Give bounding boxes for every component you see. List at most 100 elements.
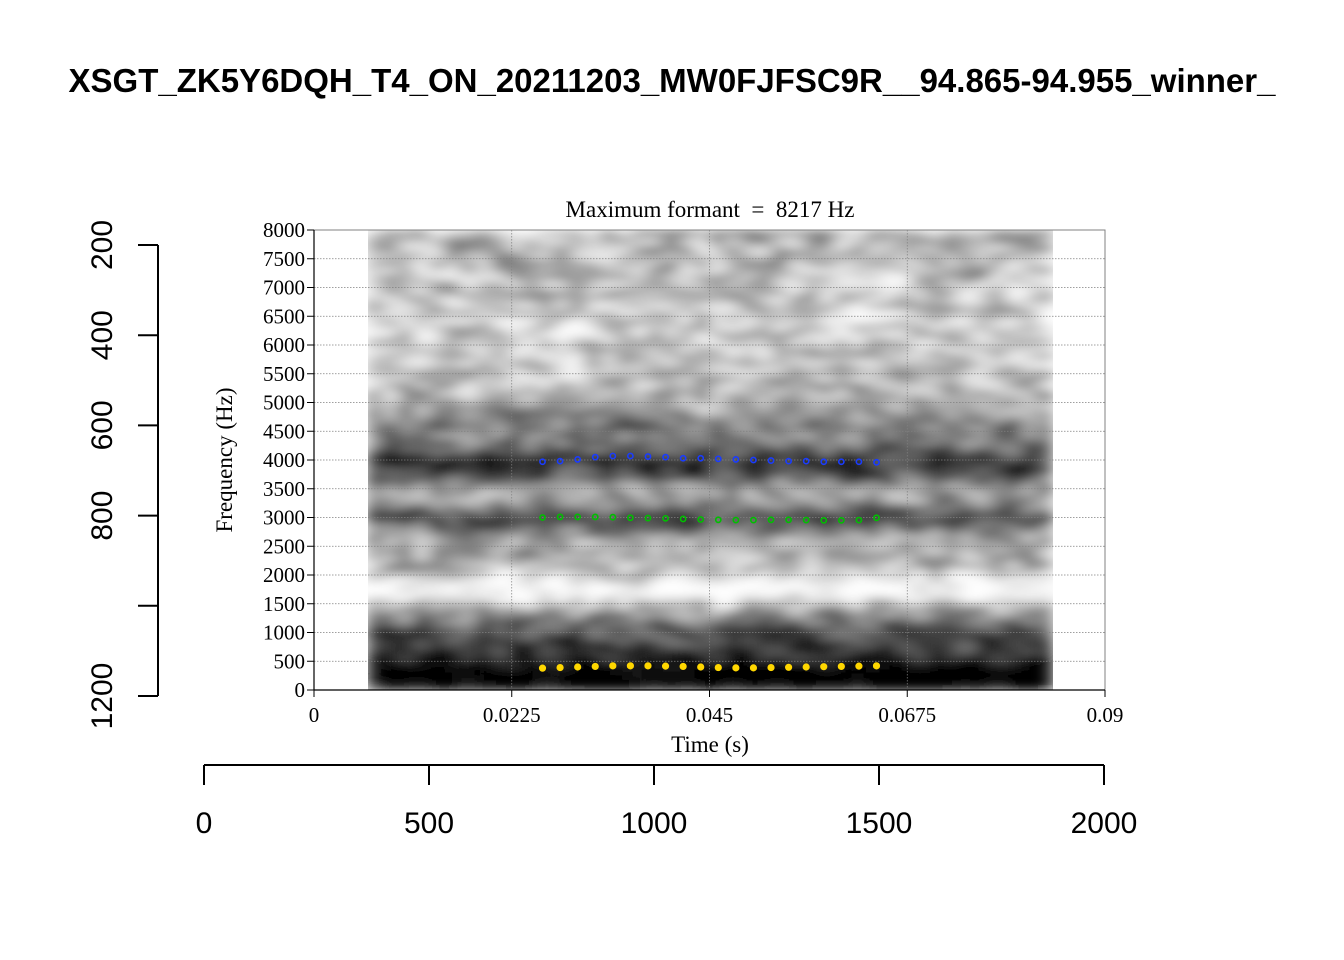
spectrogram-cell — [771, 460, 789, 468]
spectrogram-cell — [444, 582, 462, 591]
spectrogram-cell — [740, 438, 758, 447]
formant-point — [556, 663, 564, 672]
spectrogram-cell — [849, 546, 867, 555]
spectrogram-cell — [943, 380, 960, 389]
spectrogram-cell — [584, 639, 602, 648]
spectrogram-cell — [522, 567, 539, 576]
spectrogram-cell — [584, 287, 602, 296]
spectrogram-cell — [662, 409, 680, 418]
spectrogram-cell — [491, 416, 508, 425]
spectrogram-cell — [880, 510, 898, 519]
spectrogram-cell — [880, 366, 898, 375]
spectrogram-cell — [709, 366, 726, 375]
spectrogram-cell — [413, 359, 430, 368]
spectrogram-cell — [740, 553, 758, 562]
spectrogram-cell — [787, 388, 804, 397]
spectrogram-cell — [865, 531, 882, 540]
formant-point — [574, 456, 582, 463]
spectrogram-cell — [444, 395, 462, 404]
spectrogram-cell — [397, 467, 415, 476]
spectrogram-cell — [974, 323, 991, 332]
spectrogram-cell — [756, 409, 773, 418]
spectrogram-cell — [584, 352, 602, 361]
spectrogram-cell — [600, 632, 617, 641]
spectrogram-cell — [600, 373, 617, 382]
spectrogram-cell — [787, 646, 804, 655]
spectrogram-cell — [600, 366, 617, 375]
spectrogram-cell — [709, 359, 726, 368]
spectrogram-cell — [460, 416, 477, 425]
spectrogram-cell — [943, 366, 960, 375]
spectrogram-cell — [491, 517, 508, 526]
spectrogram-cell — [475, 503, 493, 512]
spectrogram-cell — [709, 402, 726, 411]
spectrogram-cell — [631, 567, 648, 576]
x-tick-label: 0.0675 — [878, 703, 936, 727]
spectrogram-cell — [725, 539, 742, 548]
spectrogram-cell — [616, 330, 633, 339]
spectrogram-cell — [678, 675, 695, 684]
spectrogram-cell — [662, 345, 680, 353]
formant-point — [732, 664, 740, 672]
spectrogram-cell — [475, 258, 493, 267]
spectrogram-cell — [725, 503, 742, 512]
spectrogram-cell — [553, 258, 571, 267]
spectrogram-cell — [989, 510, 1007, 519]
spectrogram-cell — [725, 474, 742, 483]
spectrogram-cell — [429, 460, 446, 468]
spectrogram-cell — [771, 503, 789, 512]
spectrogram-cell — [382, 323, 399, 332]
spectrogram-cell — [787, 438, 804, 447]
spectrogram-cell — [475, 675, 493, 684]
spectrogram-cell — [553, 395, 571, 404]
spectrogram-cell — [368, 230, 384, 238]
spectrogram-cell — [1005, 610, 1022, 619]
spectrogram-cell — [382, 431, 399, 440]
spectrogram-cell — [475, 589, 493, 598]
spectrogram-cell — [382, 661, 399, 670]
spectrogram-cell — [1005, 337, 1022, 346]
spectrogram-cell — [491, 373, 508, 382]
spectrogram-cell — [756, 309, 773, 318]
spectrogram-cell — [569, 531, 586, 540]
spectrogram-cell — [912, 646, 929, 655]
spectrogram-cell — [756, 416, 773, 425]
spectrogram-cell — [927, 661, 944, 670]
spectrogram-cell — [958, 610, 976, 619]
spectrogram-cell — [989, 273, 1007, 282]
spectrogram-cell — [787, 488, 804, 497]
spectrogram-cell — [460, 366, 477, 375]
spectrogram-cell — [584, 474, 602, 483]
spectrogram-cell — [740, 251, 758, 260]
spectrogram-cell — [600, 345, 617, 353]
spectrogram-cell — [771, 352, 789, 361]
spectrogram-cell — [740, 230, 758, 238]
spectrogram-cell — [927, 380, 944, 389]
spectrogram-cell — [475, 373, 493, 382]
spectrogram-cell — [538, 596, 555, 605]
spectrogram-cell — [569, 495, 586, 504]
spectrogram-cell — [989, 460, 1007, 468]
spectrogram-cell — [834, 510, 851, 519]
spectrogram-cell — [429, 610, 446, 619]
spectrogram-cell — [802, 488, 820, 497]
spectrogram-cell — [958, 495, 976, 504]
spectrogram-cell — [1021, 675, 1038, 684]
spectrogram-cell — [1005, 438, 1022, 447]
spectrogram-cell — [631, 646, 648, 655]
spectrogram-cell — [802, 251, 820, 260]
spectrogram-cell — [460, 474, 477, 483]
spectrogram-cell — [368, 524, 384, 533]
spectrogram-cell — [429, 582, 446, 591]
spectrogram-cell — [444, 237, 462, 246]
spectrogram-cell — [460, 610, 477, 619]
spectrogram-cell — [538, 503, 555, 512]
spectrogram-cell — [958, 445, 976, 454]
spectrogram-cell — [444, 280, 462, 289]
spectrogram-cell — [397, 258, 415, 267]
spectrogram-cell — [771, 251, 789, 260]
spectrogram-cell — [413, 603, 430, 612]
spectrogram-cell — [880, 460, 898, 468]
spectrogram-cell — [756, 438, 773, 447]
spectrogram-cell — [974, 294, 991, 303]
